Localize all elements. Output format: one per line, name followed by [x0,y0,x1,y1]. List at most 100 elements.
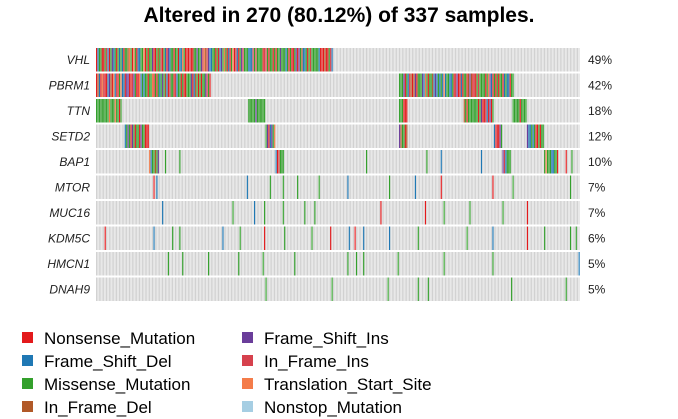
mutation-cell [401,124,404,148]
background-cell [531,48,533,72]
background-cell [259,226,261,250]
background-cell [528,175,530,199]
background-cell [228,277,230,301]
background-cell [361,48,363,72]
background-cell [371,226,373,250]
background-cell [110,252,112,276]
background-cell [561,201,563,225]
background-cell [317,99,319,123]
background-cell [518,277,520,301]
mutation-cell [226,48,228,72]
mutation-cell [187,48,190,72]
background-cell [528,48,530,72]
background-cell [542,226,544,250]
mutation-cell [347,175,349,199]
background-cell [439,48,441,72]
background-cell [399,226,400,250]
background-cell [167,226,169,250]
mutation-cell [401,73,404,97]
mutation-cell [152,73,154,97]
background-cell [439,124,441,148]
background-cell [103,175,105,199]
background-cell [256,226,258,250]
background-cell [137,277,139,301]
background-cell [96,226,97,250]
background-cell [176,175,178,199]
background-cell [276,277,278,301]
background-cell [367,48,369,72]
background-cell [417,124,419,148]
background-cell [160,252,162,276]
mutation-cell [388,226,391,250]
background-cell [373,150,375,174]
background-cell [396,99,398,123]
background-cell [416,124,418,148]
background-cell [133,226,135,250]
background-cell [215,150,217,174]
background-cell [531,175,533,199]
background-cell [522,201,524,225]
mutation-cell [156,48,158,72]
background-cell [107,226,109,250]
background-cell [141,201,143,225]
background-cell [483,252,485,276]
background-cell [432,150,433,174]
background-cell [381,201,383,225]
background-cell [235,73,237,97]
mutation-cell [544,150,546,174]
background-cell [534,175,535,199]
mutation-cell [321,48,323,72]
background-cell [445,150,446,174]
mutation-cell [187,73,190,97]
background-cell [525,73,527,97]
background-cell [289,201,291,225]
mutation-cell [154,150,157,174]
background-cell [317,124,319,148]
background-cell [266,277,268,301]
mutation-cell [156,175,158,199]
background-cell [377,201,379,225]
background-cell [354,73,356,97]
gene-label-muc16: MUC16 [49,206,90,220]
mutation-cell [525,99,527,123]
background-cell [525,124,527,148]
mutation-cell [167,48,169,72]
mutation-cell [265,277,267,301]
mutation-cell [149,48,151,72]
background-cell [174,226,176,250]
background-cell [246,150,248,174]
background-cell [410,277,412,301]
mutation-cell [164,150,167,174]
background-cell [245,124,247,148]
background-cell [450,48,452,72]
background-cell [552,73,554,97]
background-cell [521,277,523,301]
mutation-cell [150,150,152,174]
background-cell [363,48,365,72]
background-cell [552,201,554,225]
background-cell [427,124,429,148]
mutation-cell [422,73,424,97]
background-cell [353,150,354,174]
background-cell [419,150,421,174]
background-cell [357,175,359,199]
background-cell [364,48,366,72]
background-cell [302,124,304,148]
background-cell [216,252,218,276]
background-cell [311,201,313,225]
background-cell [337,48,339,72]
background-cell [558,124,560,148]
background-cell [301,124,303,148]
background-cell [546,277,548,301]
background-cell [121,124,123,148]
background-cell [456,201,458,225]
background-cell [197,175,199,199]
background-cell [341,175,343,199]
background-cell [367,201,369,225]
background-cell [123,277,125,301]
background-cell [187,124,189,148]
background-cell [242,175,244,199]
background-cell [366,99,367,123]
background-cell [499,99,501,123]
background-cell [129,277,130,301]
